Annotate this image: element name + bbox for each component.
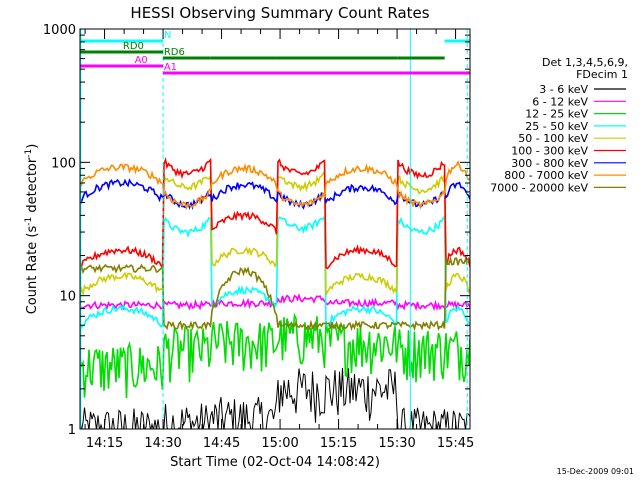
x-tick-label: 15:30 [378, 436, 415, 451]
y-tick-label: 100 [51, 156, 76, 171]
y-tick-label: 1000 [43, 23, 76, 38]
legend-label: 800 - 7000 keV [504, 169, 588, 182]
y-axis-label: Count Rate (s-1 detector-1) [24, 144, 40, 315]
series-line-0 [80, 367, 470, 429]
series-line-2 [80, 312, 470, 399]
timestamp: 15-Dec-2009 09:01 [557, 467, 634, 476]
x-tick-label: 15:45 [437, 436, 474, 451]
x-tick-label: 14:15 [86, 436, 123, 451]
y-tick-label: 1 [68, 423, 76, 438]
legend-label: 12 - 25 keV [525, 108, 588, 121]
legend-label: 3 - 6 keV [539, 83, 588, 96]
x-tick-label: 15:00 [261, 436, 298, 451]
event-bar-label: RD0 [123, 41, 144, 52]
x-tick-label: 14:30 [144, 436, 181, 451]
legend-label: 6 - 12 keV [532, 95, 588, 108]
x-tick-label: 14:45 [203, 436, 240, 451]
event-bar-label: RD6 [164, 47, 185, 58]
event-bar-label: N [164, 30, 171, 41]
legend-title: Det 1,3,4,5,6,9, [542, 56, 628, 69]
legend-label: 7000 - 20000 keV [490, 181, 588, 194]
series-line-8 [80, 255, 470, 332]
series-line-4 [80, 169, 470, 297]
plot-frame [79, 28, 471, 430]
legend-label: 50 - 100 keV [518, 132, 588, 145]
x-axis-label: Start Time (02-Oct-04 14:08:42) [170, 455, 380, 470]
legend-label: 25 - 50 keV [525, 120, 588, 133]
chart-title: HESSI Observing Summary Count Rates [130, 4, 429, 22]
series-line-1 [80, 293, 470, 312]
legend-label: 300 - 800 keV [511, 157, 588, 170]
y-tick-label: 10 [59, 290, 76, 305]
legend-label: 100 - 300 keV [511, 145, 588, 158]
series-line-6 [80, 178, 470, 210]
legend-subtitle: FDecim 1 [576, 68, 628, 81]
event-bar-label: A1 [164, 62, 177, 73]
event-bar-label: A0 [135, 55, 148, 66]
x-tick-label: 15:15 [320, 436, 357, 451]
series-line-3 [80, 214, 470, 330]
series-line-5 [80, 156, 470, 270]
series-line-7 [80, 160, 470, 211]
